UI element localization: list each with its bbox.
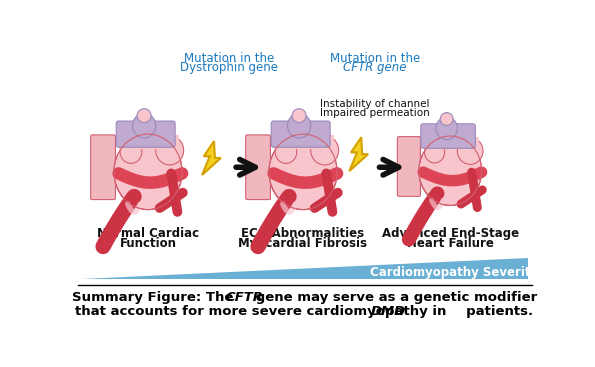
Ellipse shape — [158, 127, 169, 139]
Ellipse shape — [120, 140, 142, 163]
Ellipse shape — [436, 117, 458, 139]
Text: CFTR: CFTR — [226, 291, 264, 304]
FancyBboxPatch shape — [423, 137, 479, 149]
Ellipse shape — [438, 130, 448, 141]
Ellipse shape — [135, 127, 146, 139]
Circle shape — [292, 109, 306, 123]
Ellipse shape — [311, 136, 339, 165]
Ellipse shape — [156, 136, 184, 165]
Ellipse shape — [269, 134, 337, 210]
Text: ECG Abnormalities: ECG Abnormalities — [242, 227, 365, 240]
Circle shape — [440, 113, 453, 126]
Ellipse shape — [133, 113, 156, 138]
FancyBboxPatch shape — [116, 121, 175, 147]
Ellipse shape — [151, 127, 161, 139]
Ellipse shape — [275, 140, 297, 163]
Text: Impaired permeation: Impaired permeation — [320, 108, 430, 118]
Text: Mutation in the: Mutation in the — [184, 52, 274, 65]
Ellipse shape — [431, 130, 441, 141]
FancyBboxPatch shape — [274, 135, 334, 149]
Text: DMD: DMD — [371, 305, 406, 318]
Ellipse shape — [143, 127, 154, 139]
Ellipse shape — [298, 127, 308, 139]
Polygon shape — [202, 141, 221, 175]
Ellipse shape — [419, 136, 481, 206]
Ellipse shape — [287, 113, 311, 138]
Text: Cardiomyopathy Severity: Cardiomyopathy Severity — [370, 266, 538, 279]
Ellipse shape — [445, 130, 455, 141]
Text: CFTR gene: CFTR gene — [343, 61, 407, 74]
Ellipse shape — [458, 138, 483, 164]
FancyBboxPatch shape — [421, 124, 475, 148]
FancyBboxPatch shape — [397, 137, 421, 196]
Ellipse shape — [425, 142, 444, 163]
Text: Instability of channel: Instability of channel — [320, 99, 430, 109]
Text: Heart Failure: Heart Failure — [407, 237, 494, 250]
Circle shape — [137, 109, 151, 123]
Text: Normal Cardiac: Normal Cardiac — [97, 227, 199, 240]
FancyBboxPatch shape — [118, 135, 179, 149]
Ellipse shape — [127, 127, 138, 139]
Ellipse shape — [290, 127, 300, 139]
Text: that accounts for more severe cardiomyopathy in      patients.: that accounts for more severe cardiomyop… — [76, 305, 534, 318]
Text: Function: Function — [120, 237, 177, 250]
Ellipse shape — [313, 127, 324, 139]
Ellipse shape — [282, 127, 293, 139]
Ellipse shape — [452, 130, 462, 141]
Polygon shape — [82, 258, 528, 279]
Polygon shape — [349, 137, 368, 171]
Text: Dystrophin gene: Dystrophin gene — [180, 61, 278, 74]
Text: Advanced End-Stage: Advanced End-Stage — [381, 227, 519, 240]
Text: Myocardial Fibrosis: Myocardial Fibrosis — [239, 237, 368, 250]
Ellipse shape — [459, 130, 469, 141]
FancyBboxPatch shape — [246, 135, 271, 200]
Ellipse shape — [305, 127, 316, 139]
Ellipse shape — [114, 134, 182, 210]
FancyBboxPatch shape — [90, 135, 115, 200]
Text: Mutation in the: Mutation in the — [330, 52, 420, 65]
Text: Summary Figure: The       gene may serve as a genetic modifier: Summary Figure: The gene may serve as a … — [72, 291, 537, 304]
FancyBboxPatch shape — [271, 121, 330, 147]
